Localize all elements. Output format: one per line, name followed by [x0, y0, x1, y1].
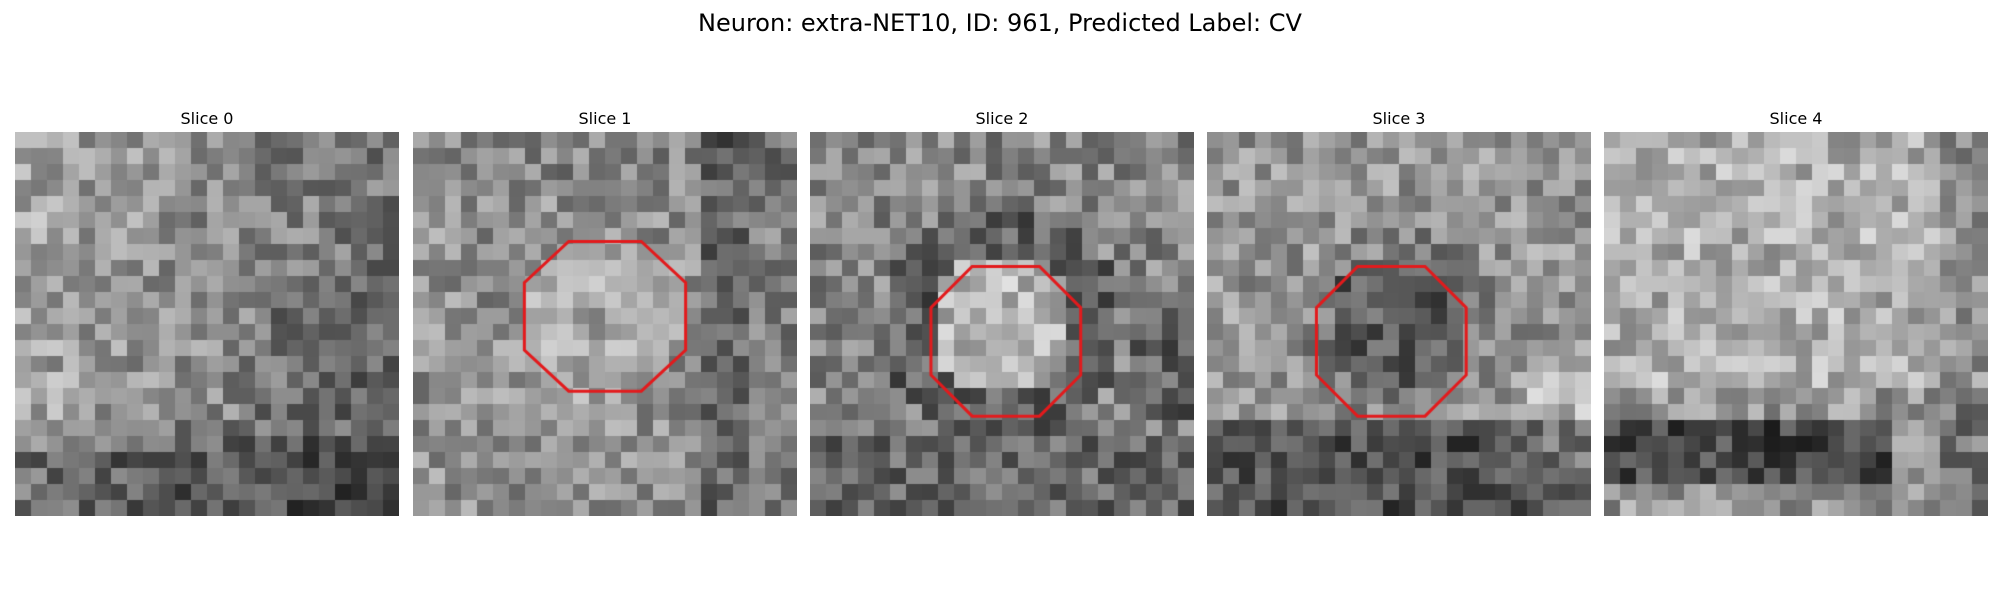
slice-panel-0: Slice 0	[15, 106, 399, 516]
slice-panel-3: Slice 3	[1207, 106, 1591, 516]
slice-title: Slice 1	[578, 109, 632, 128]
slice-image	[810, 132, 1194, 516]
slice-title: Slice 0	[180, 109, 234, 128]
slice-panel-1: Slice 1	[413, 106, 797, 516]
slice-image	[1604, 132, 1988, 516]
slice-image	[1207, 132, 1591, 516]
slice-title: Slice 4	[1769, 109, 1823, 128]
slice-image	[413, 132, 797, 516]
slice-image	[15, 132, 399, 516]
slice-title: Slice 2	[975, 109, 1029, 128]
slice-panel-4: Slice 4	[1604, 106, 1988, 516]
figure-title: Neuron: extra-NET10, ID: 961, Predicted …	[698, 9, 1302, 37]
slice-title: Slice 3	[1372, 109, 1426, 128]
slice-panel-2: Slice 2	[810, 106, 1194, 516]
